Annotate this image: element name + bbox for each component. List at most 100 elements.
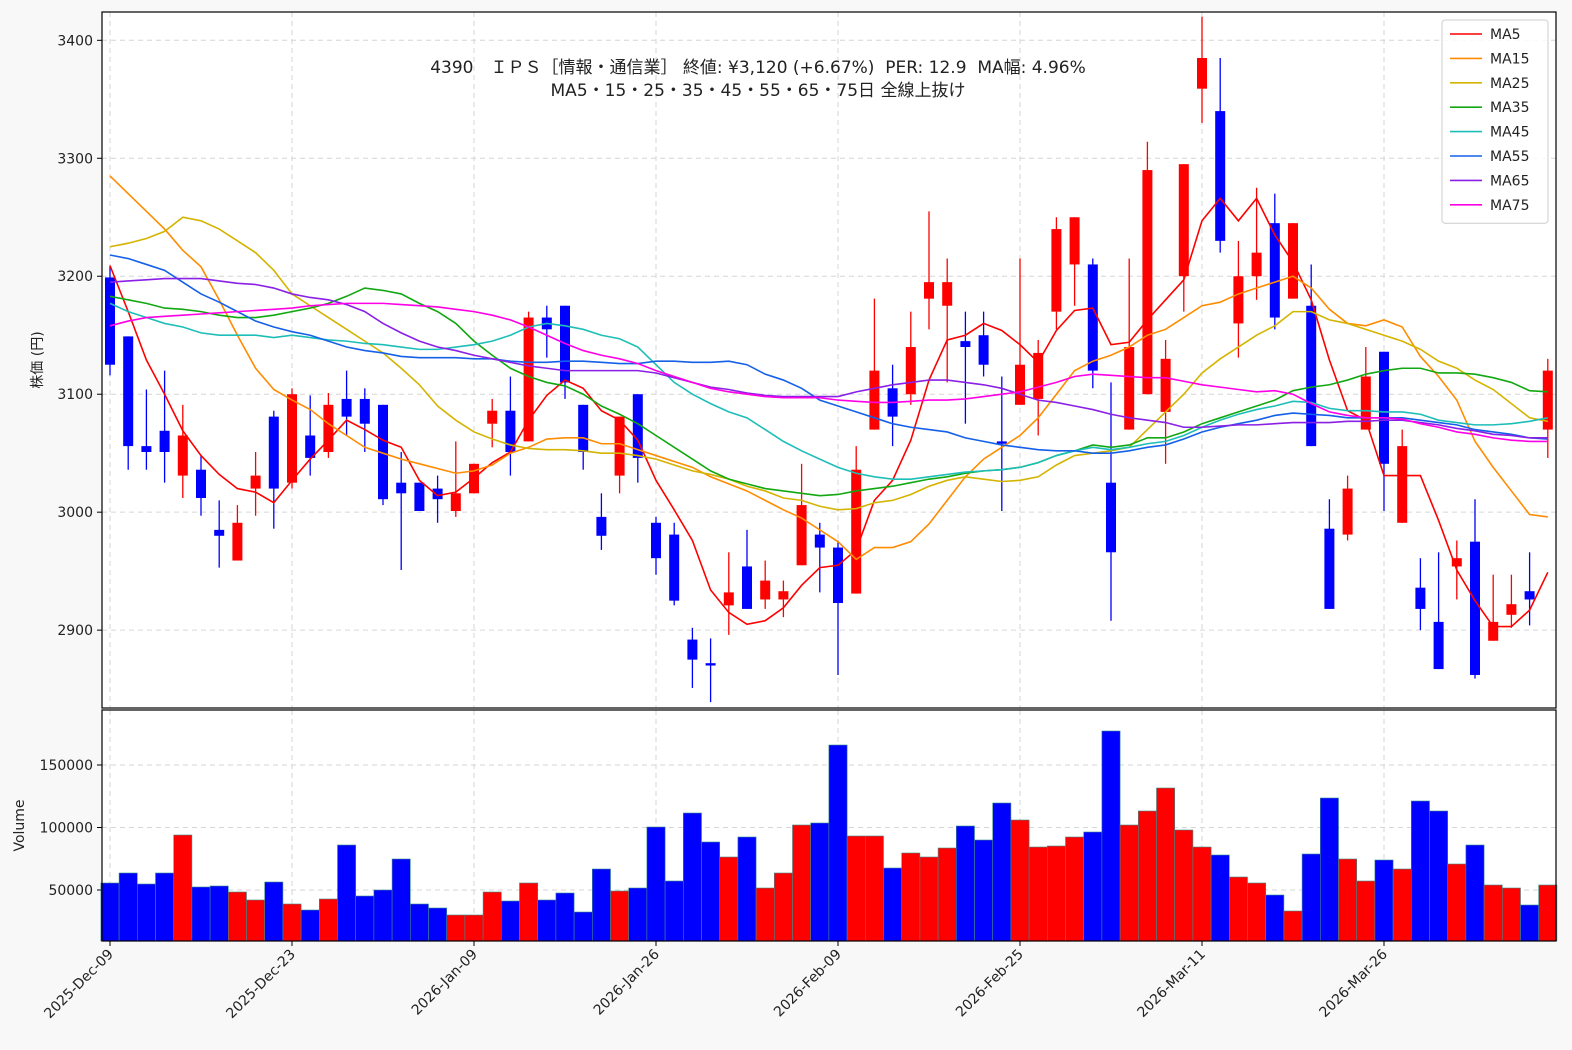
candle-body (1142, 170, 1153, 395)
candle-body (905, 347, 916, 395)
candle-body (1087, 264, 1098, 371)
candle-body (341, 398, 352, 417)
volume-bar (864, 835, 884, 942)
candle-body (996, 441, 1007, 444)
volume-bar (664, 880, 684, 942)
volume-bar (555, 892, 575, 942)
candle-body (596, 516, 607, 536)
volume-bar (1301, 853, 1321, 942)
candle-body (1178, 164, 1189, 277)
volume-bar (1483, 884, 1503, 942)
legend-label: MA25 (1490, 76, 1529, 92)
candle-body (214, 529, 225, 536)
volume-bar (701, 841, 721, 942)
legend-label: MA15 (1490, 51, 1529, 67)
volume-bar (373, 889, 393, 942)
volume-bar (1210, 854, 1230, 942)
y-axis-label: Volume (12, 799, 28, 851)
candle-body (268, 416, 279, 489)
candle-body (1379, 351, 1389, 464)
volume-bar (1119, 824, 1139, 942)
candle-body (1124, 347, 1135, 430)
volume-bar (1156, 787, 1176, 942)
x-tick-label: 2026-Feb-25 (953, 947, 1027, 1021)
volume-bar (318, 898, 338, 942)
volume-bar (737, 836, 757, 942)
y-tick-label: 3100 (57, 387, 93, 403)
volume-bar (1283, 910, 1303, 942)
candle-body (814, 534, 825, 548)
volume-bar (482, 891, 502, 942)
volume-bar (1320, 797, 1339, 942)
candle-body (723, 592, 734, 606)
volume-bar (1247, 882, 1267, 942)
legend-label: MA55 (1490, 149, 1529, 165)
volume-bar (1538, 884, 1558, 942)
candle-body (614, 416, 625, 476)
x-tick-label: 2026-Feb-09 (771, 947, 845, 1021)
volume-bar (846, 835, 866, 942)
volume-bar (1520, 904, 1540, 942)
y-tick-label: 2900 (57, 623, 93, 639)
volume-bar (137, 883, 156, 942)
price-plot-area (102, 12, 1556, 708)
candle-body (978, 335, 989, 365)
volume-bar (118, 872, 138, 942)
legend-label: MA35 (1490, 100, 1529, 116)
ma-line (109, 302, 1548, 443)
ma-line (109, 216, 1548, 511)
ma-line (109, 196, 1549, 628)
volume-bar (610, 890, 630, 942)
volume-bar (173, 834, 193, 942)
volume-bar (1465, 844, 1485, 942)
volume-bar (682, 812, 702, 942)
volume-bar (901, 852, 921, 942)
volume-bar (282, 903, 302, 942)
candle-body (705, 663, 716, 666)
volume-bar (337, 844, 357, 942)
volume-bar (1174, 829, 1194, 942)
candle-body (287, 394, 297, 483)
y-tick-label: 50000 (48, 883, 93, 899)
candle-body (523, 317, 534, 442)
ma-line (109, 175, 1548, 561)
volume-bar (391, 858, 411, 942)
candle-body (1051, 229, 1062, 312)
candle-body (359, 398, 370, 424)
ma-line (109, 277, 1548, 439)
candle-body (1433, 621, 1444, 670)
volume-bar (155, 872, 175, 942)
chart-title: 4390 ＩＰＳ［情報・通信業］ 終値: ¥3,120 (+6.67%) PER… (430, 58, 1086, 78)
volume-bar (1065, 836, 1085, 942)
candle-body (778, 591, 789, 600)
candle-body (1069, 217, 1080, 265)
candle-body (1233, 276, 1244, 324)
candle-body (760, 580, 771, 600)
volume-bar (646, 826, 666, 942)
y-tick-label: 150000 (40, 758, 93, 774)
candle-body (960, 341, 971, 348)
volume-bar (537, 899, 557, 942)
candle-body (632, 394, 643, 458)
x-tick-label: 2025-Dec-09 (41, 947, 116, 1022)
volume-bar (355, 895, 375, 942)
candle-body (414, 482, 425, 511)
volume-bar (573, 911, 593, 942)
volume-bar (519, 882, 539, 942)
candle-body (305, 435, 316, 458)
candle-body (1015, 364, 1025, 405)
candle-body (1506, 604, 1517, 615)
volume-bar (1229, 876, 1248, 942)
candle-body (669, 534, 680, 601)
candle-body (851, 469, 862, 594)
candle-body (232, 522, 243, 561)
volume-bar (191, 886, 211, 942)
volume-bar (1429, 810, 1449, 942)
volume-bar (464, 914, 484, 942)
candle-body (942, 282, 953, 306)
y-tick-label: 3400 (57, 33, 93, 49)
volume-bar (810, 822, 830, 942)
candle-body (1160, 358, 1171, 412)
candle-body (1470, 541, 1480, 675)
